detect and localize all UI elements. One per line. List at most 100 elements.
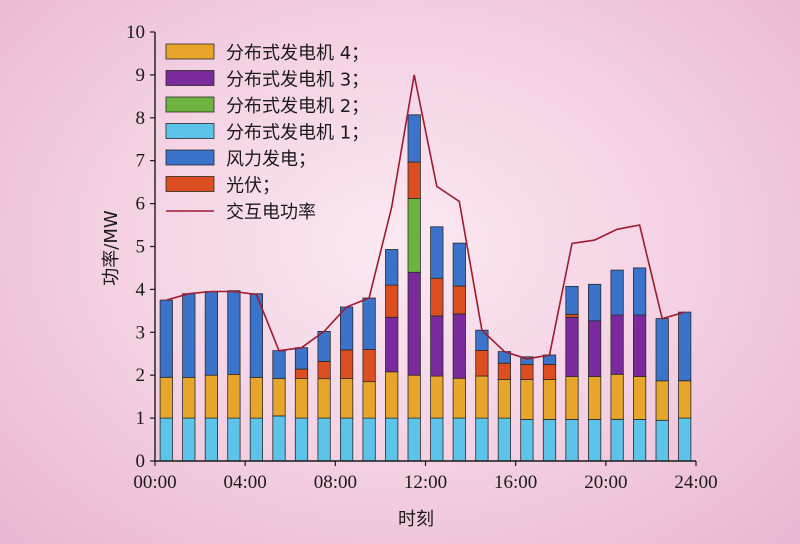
bar-segment-5-15 [475, 349, 489, 377]
y-tick-label: 7 [136, 151, 146, 172]
bar-segment-2-7 [294, 378, 309, 419]
bar-segment-1-19 [565, 418, 579, 462]
bar-segment-6-21 [610, 269, 624, 316]
bar-segment-1-23 [655, 419, 669, 462]
bar-segment-1-18 [542, 418, 557, 462]
exchange-power-line [166, 74, 685, 360]
bar-segment-2-3 [204, 374, 218, 419]
bar-segment-1-9 [339, 417, 354, 462]
legend-swatch-5 [165, 149, 215, 166]
legend-label-7: 交互电功率 [226, 202, 316, 223]
y-tick-label: 10 [126, 22, 145, 43]
bar-segment-6-8 [317, 330, 331, 362]
bar-segment-5-18 [542, 364, 557, 380]
legend-label-1: 分布式发电机 4； [226, 43, 369, 64]
bar-segment-1-24 [678, 417, 692, 462]
bar-segment-2-24 [678, 380, 692, 419]
bar-segment-2-6 [272, 378, 286, 417]
bar-segment-6-17 [520, 356, 534, 365]
bar-segment-2-23 [655, 380, 669, 421]
legend-label-3: 分布式发电机 2； [226, 96, 369, 117]
bar-segment-5-19 [565, 313, 579, 318]
bar-segment-6-2 [182, 293, 196, 378]
bar-segment-2-12 [407, 374, 421, 419]
bar-segment-1-2 [182, 417, 196, 462]
bar-segment-6-1 [159, 299, 173, 378]
bar-segment-3-11 [385, 316, 399, 373]
bar-segment-6-23 [655, 318, 669, 382]
bar-segment-1-8 [317, 417, 331, 462]
bar-segment-6-3 [204, 291, 218, 376]
bar-segment-1-17 [520, 418, 534, 462]
bar-segment-1-1 [159, 417, 173, 462]
bar-segment-1-16 [497, 417, 512, 462]
bar-segment-2-11 [385, 371, 399, 419]
bar-segment-3-20 [588, 320, 602, 377]
bar-segment-3-19 [565, 316, 579, 377]
bar-segment-2-21 [610, 373, 624, 420]
bar-segment-1-20 [588, 418, 602, 462]
bar-segment-6-12 [407, 114, 421, 163]
line-layer [166, 74, 685, 360]
bar-segment-3-14 [452, 313, 466, 379]
x-tick-label: 20:00 [584, 472, 627, 493]
y-tick-label: 2 [136, 365, 146, 386]
bar-layer [159, 114, 692, 462]
bar-segment-2-9 [339, 378, 354, 419]
y-tick-label: 4 [136, 279, 146, 300]
bar-segment-1-15 [475, 417, 489, 462]
y-tick-label: 6 [136, 194, 146, 215]
bar-segment-3-22 [633, 314, 647, 377]
bar-segment-5-9 [339, 349, 354, 379]
legend-swatch-2 [165, 70, 215, 86]
x-axis-title: 时刻 [398, 509, 434, 530]
bar-segment-5-7 [294, 368, 309, 380]
legend-swatch-6 [165, 176, 215, 192]
bar-segment-1-21 [610, 418, 624, 462]
y-axis-title: 功率/MW [101, 210, 122, 286]
bar-segment-6-10 [362, 297, 376, 350]
x-tick-label: 00:00 [133, 472, 176, 493]
bar-segment-1-5 [249, 417, 263, 462]
y-tick-label: 5 [136, 237, 146, 258]
bar-segment-2-16 [497, 379, 512, 419]
bar-segment-5-10 [362, 349, 376, 383]
bar-segment-2-15 [475, 375, 489, 419]
bar-segment-1-14 [452, 417, 466, 462]
bar-segment-5-11 [385, 284, 399, 318]
bar-segment-1-13 [430, 417, 444, 462]
bar-segment-2-13 [430, 375, 444, 419]
y-tick-label: 0 [136, 451, 146, 472]
x-tick-label: 12:00 [404, 472, 447, 493]
bar-segment-2-10 [362, 381, 376, 419]
bar-segment-2-8 [317, 378, 331, 419]
bar-segment-2-22 [633, 376, 647, 420]
legend-label-5: 风力发电； [226, 149, 316, 170]
x-tick-label: 24:00 [674, 472, 717, 493]
legend-label-6: 光伏； [226, 176, 280, 197]
bar-segment-1-4 [227, 417, 241, 462]
legend-swatch-4 [165, 123, 215, 139]
bar-segment-2-18 [542, 379, 557, 420]
bar-segment-6-22 [633, 267, 647, 316]
bar-segment-5-16 [497, 362, 512, 380]
bar-segment-2-1 [159, 376, 173, 419]
bar-segment-2-17 [520, 379, 534, 420]
legend-label-4: 分布式发电机 1； [226, 123, 369, 144]
bar-segment-3-21 [610, 314, 624, 375]
bar-segment-1-12 [407, 417, 421, 462]
bar-segment-2-2 [182, 376, 196, 419]
bar-segment-6-14 [452, 242, 466, 287]
bar-segment-1-10 [362, 417, 376, 462]
x-tick-label: 08:00 [314, 472, 357, 493]
legend: 分布式发电机 4； 分布式发电机 3； 分布式发电机 2； 分布式发电机 1； 风力发电… [165, 43, 369, 223]
bar-segment-6-7 [294, 347, 309, 370]
bar-segment-6-9 [339, 306, 354, 351]
axes: 0 1 2 3 4 5 6 7 8 9 10 00:00 04:00 08:00 12:00 16:00 20:… [126, 22, 718, 493]
bar-segment-2-19 [565, 376, 579, 420]
x-tick-label: 16:00 [494, 472, 537, 493]
bar-segment-5-17 [520, 364, 534, 380]
bar-segment-6-4 [227, 290, 241, 375]
x-tick-label: 04:00 [224, 472, 267, 493]
